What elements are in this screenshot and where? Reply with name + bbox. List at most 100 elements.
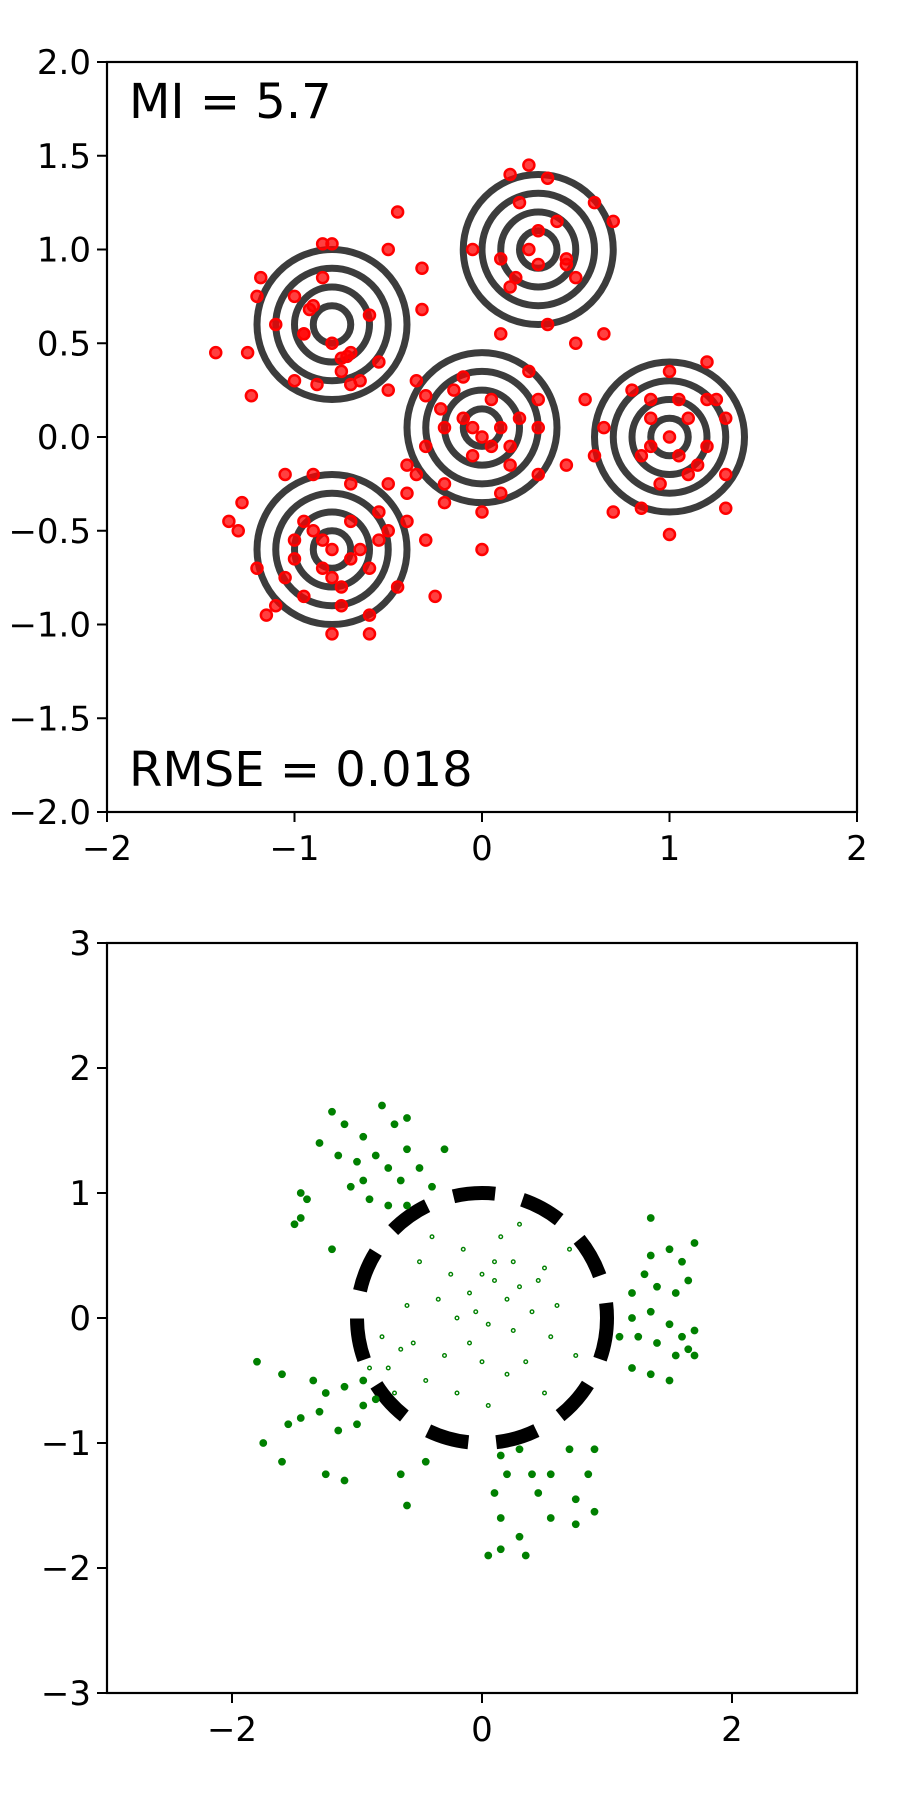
- data-point: [362, 561, 377, 575]
- data-point: [403, 1501, 411, 1510]
- data-point: [644, 392, 658, 407]
- data-point: [287, 533, 302, 547]
- data-point: [503, 439, 517, 454]
- data-point: [503, 280, 517, 294]
- data-point: [448, 1271, 454, 1277]
- data-point: [529, 1309, 535, 1315]
- data-point: [410, 1340, 416, 1346]
- data-point: [522, 158, 536, 172]
- data-point: [584, 1470, 593, 1479]
- data-point: [640, 1270, 649, 1279]
- data-point: [340, 1382, 349, 1391]
- data-point: [340, 349, 354, 364]
- data-point: [334, 1426, 343, 1435]
- data-point: [681, 411, 695, 425]
- data-point: [372, 355, 386, 369]
- data-point: [510, 1259, 516, 1265]
- data-point: [381, 242, 395, 257]
- data-point: [510, 1327, 516, 1333]
- data-point: [554, 1302, 560, 1308]
- plot-frame: [105, 941, 859, 1695]
- data-point: [719, 501, 733, 515]
- contour-ring: [441, 386, 523, 469]
- data-point: [231, 524, 245, 538]
- data-point: [646, 1370, 655, 1379]
- data-point: [278, 1370, 286, 1379]
- data-point: [250, 561, 264, 575]
- data-point: [400, 514, 414, 529]
- data-point: [535, 1277, 541, 1283]
- y-tick-label: 0.0: [37, 418, 91, 458]
- data-point: [454, 1315, 460, 1321]
- y-tick-label: 2: [69, 1049, 91, 1089]
- data-point: [419, 389, 433, 403]
- data-point: [400, 486, 414, 500]
- points-group: [253, 1101, 699, 1560]
- data-point: [684, 1345, 693, 1354]
- data-point: [435, 1296, 441, 1302]
- data-point: [690, 1239, 699, 1247]
- data-point: [653, 1282, 661, 1291]
- data-point: [403, 1145, 411, 1154]
- contour-ring: [291, 283, 373, 366]
- data-point: [315, 1139, 324, 1147]
- data-point: [644, 411, 658, 425]
- data-point: [359, 1132, 368, 1141]
- top-chart-panel: −2 −1 0 1 2 −2.0 −1.5 −1.0 −0.5 0.0 0.5 1.0 1.5 2.0 MI…: [8, 43, 867, 869]
- data-point: [278, 467, 292, 482]
- data-point: [325, 237, 339, 251]
- data-point: [467, 1290, 473, 1296]
- data-point: [328, 1245, 336, 1254]
- data-point: [542, 1390, 548, 1396]
- data-point: [522, 364, 536, 379]
- data-point: [344, 377, 358, 392]
- data-point: [672, 392, 686, 407]
- y-tick-label: 1: [69, 1174, 91, 1214]
- data-point: [371, 1151, 380, 1160]
- data-point: [244, 389, 259, 403]
- data-point: [465, 242, 480, 257]
- data-point: [665, 1376, 674, 1385]
- data-point: [254, 270, 268, 285]
- data-point: [365, 1195, 374, 1204]
- data-point: [567, 1246, 573, 1252]
- data-point: [371, 1395, 380, 1404]
- data-point: [222, 514, 236, 529]
- data-point: [634, 501, 649, 515]
- contour-ring: [272, 489, 392, 610]
- data-point: [454, 1390, 460, 1396]
- data-point: [503, 1470, 511, 1479]
- data-point: [671, 1289, 680, 1297]
- data-point: [384, 1201, 393, 1210]
- data-point: [540, 171, 555, 185]
- x-tick-label: 0: [471, 829, 493, 869]
- data-point: [719, 467, 733, 482]
- contour-ring: [459, 171, 617, 328]
- data-point: [381, 477, 395, 491]
- data-point: [565, 1445, 574, 1454]
- data-point: [467, 1340, 473, 1346]
- data-point: [484, 392, 499, 407]
- data-point: [587, 195, 602, 210]
- contour-ring: [403, 349, 561, 507]
- data-point: [321, 1389, 330, 1397]
- data-point: [531, 224, 545, 238]
- data-point: [523, 1359, 529, 1365]
- data-point: [259, 1439, 268, 1447]
- data-point: [479, 1359, 485, 1365]
- data-point: [534, 1489, 543, 1497]
- data-point: [496, 1451, 505, 1460]
- data-point: [569, 336, 583, 350]
- data-point: [434, 402, 448, 416]
- data-point: [428, 1182, 436, 1191]
- data-point: [578, 392, 592, 407]
- y-tick-label: −0.5: [8, 512, 91, 552]
- data-point: [429, 1234, 435, 1240]
- y-tick-label: 1.5: [37, 137, 91, 177]
- data-point: [590, 1445, 599, 1454]
- data-point: [528, 1470, 536, 1479]
- data-point: [590, 1507, 599, 1516]
- data-point: [297, 514, 311, 529]
- data-point: [473, 1309, 479, 1315]
